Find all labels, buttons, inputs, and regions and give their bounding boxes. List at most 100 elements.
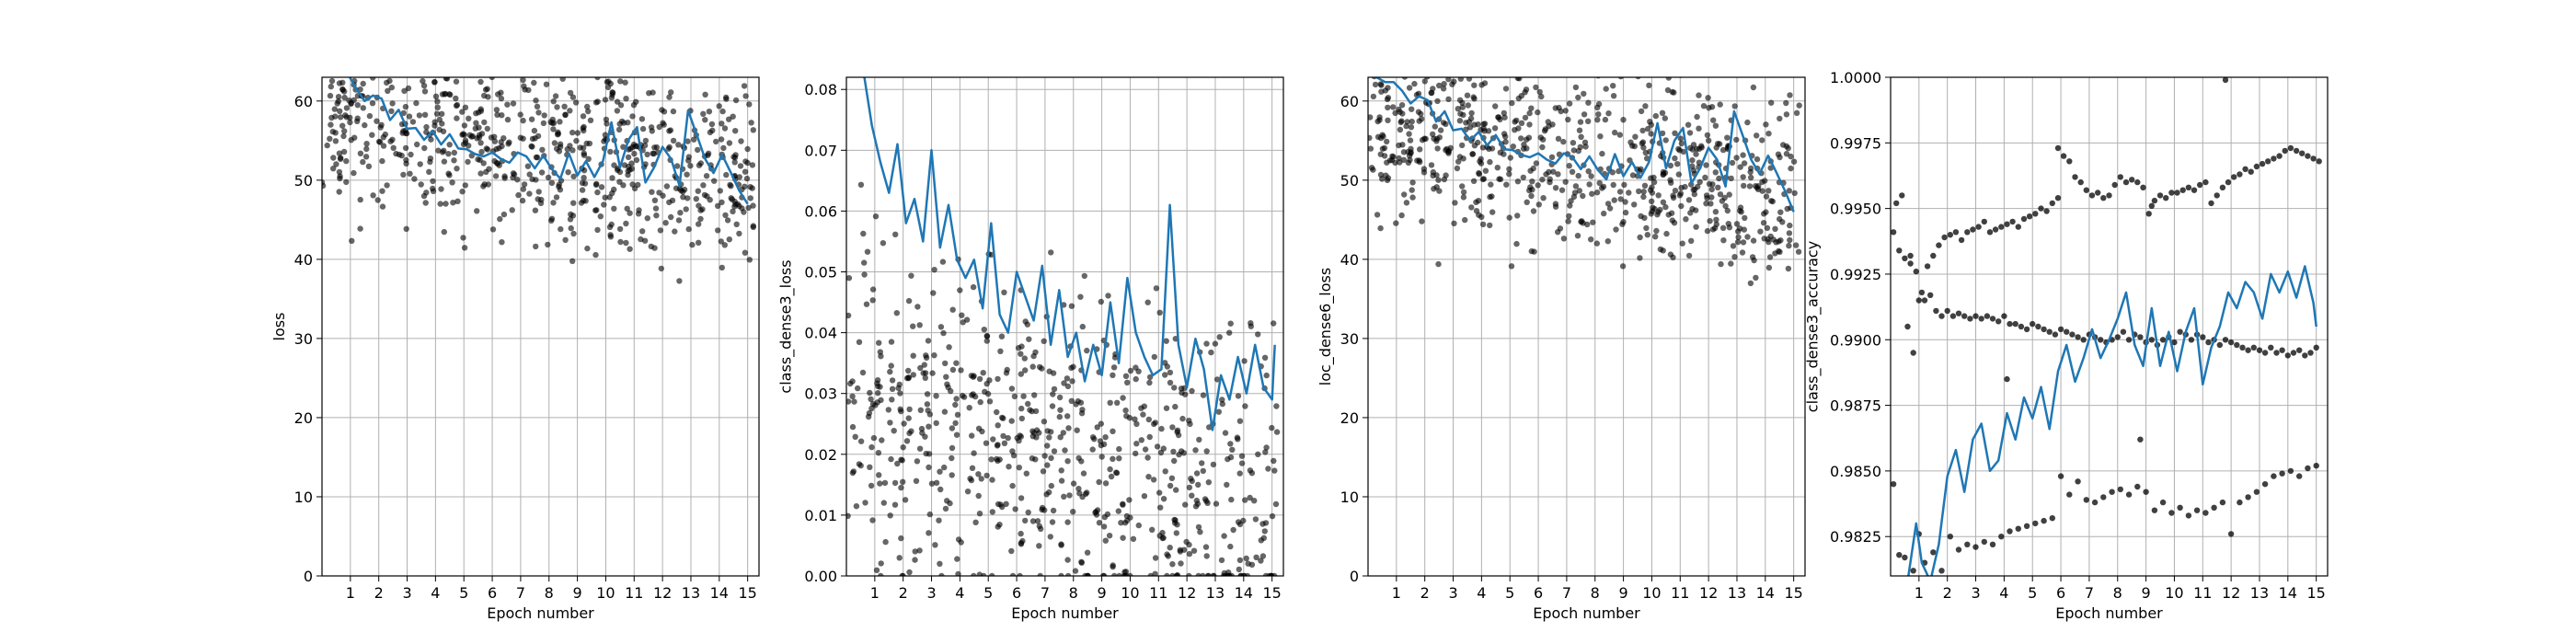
x-tick-label: 2 [1420,584,1430,602]
scatter-point [342,112,349,119]
scatter-point [680,194,686,201]
scatter-point [1530,208,1537,214]
scatter-point [562,236,569,243]
x-tick-label: 6 [1012,584,1021,602]
scatter-point [1398,118,1405,124]
scatter-point [1788,165,1794,172]
scatter-point [602,97,609,103]
scatter-point [999,414,1006,421]
scatter-point [617,78,624,85]
scatter-point [2117,486,2123,493]
scatter-point [1670,254,1676,260]
scatter-point [1566,100,1573,107]
scatter-point [2171,339,2178,346]
scatter-point [853,503,860,510]
scatter-point [1432,123,1439,130]
scatter-point [388,84,395,91]
scatter-point [2202,178,2209,186]
scatter-point [2248,168,2254,175]
scatter-point [1481,80,1489,86]
x-tick-label: 2 [1943,584,1952,602]
scatter-point [443,77,451,82]
scatter-point [1259,553,1267,559]
scatter-point [741,83,748,89]
scatter-point [1419,218,1425,224]
scatter-point [1107,466,1113,473]
scatter-point [1787,222,1793,229]
scatter-point [1200,392,1207,398]
scatter-point [1165,553,1172,559]
scatter-point [2069,331,2076,338]
scatter-point [2205,339,2212,346]
y-axis-label: loc_dense6_loss [1317,268,1335,385]
scatter-point [2046,328,2053,335]
scatter-point [1144,299,1151,305]
scatter-point [1622,209,1629,216]
scatter-point [1037,572,1043,576]
scatter-point [995,457,1001,465]
scatter-point [1640,193,1647,201]
scatter-point [1685,252,1693,259]
scatter-point [327,135,333,142]
scatter-point [1186,550,1193,558]
scatter-point [1726,191,1732,198]
scatter-point [676,278,683,284]
x-tick-label: 10 [1121,584,1139,602]
scatter-point [635,211,642,217]
scatter-point [1421,78,1429,85]
scatter-point [1077,399,1085,406]
scatter-point [663,183,671,190]
scatter-point [1650,204,1656,211]
scatter-point [733,221,740,227]
scatter-point [716,103,722,109]
scatter-point [2316,158,2322,165]
scatter-point [2148,337,2155,343]
scatter-point [1733,221,1741,227]
scatter-point [1502,139,1509,145]
scatter-point [1641,214,1648,221]
scatter-point [478,148,485,155]
scatter-point [1964,229,1971,236]
scatter-point [1552,185,1559,191]
scatter-point [887,368,893,375]
scatter-point [1637,234,1643,241]
scatter-point [938,572,945,576]
y-tick-label: 0.08 [804,81,837,98]
scatter-point [1938,568,1945,574]
scatter-point [1460,155,1466,162]
scatter-point [1713,144,1719,151]
scatter-point [423,123,430,131]
scatter-point [1603,86,1609,92]
scatter-point [1766,254,1774,260]
scatter-point [2237,171,2243,178]
scatter-point [1393,220,1399,226]
scatter-point [1123,517,1131,524]
scatter-point [1193,497,1201,504]
scatter-point [1783,143,1790,150]
scatter-point [1620,117,1627,123]
scatter-point [1135,522,1143,529]
scatter-point [1167,379,1174,386]
scatter-point [731,155,739,161]
scatter-point [465,158,471,166]
scatter-point [1400,156,1408,163]
scatter-point [587,117,594,123]
scatter-point [462,104,469,111]
scatter-point [881,479,889,487]
scatter-point [402,103,409,110]
scatter-point [1662,115,1669,121]
scatter-point [972,519,979,525]
scatter-point [1169,561,1176,568]
scatter-point [1102,434,1109,441]
scatter-point [2159,337,2167,343]
scatter-point [932,542,938,548]
scatter-point [1593,240,1601,247]
scatter-point [2023,523,2030,529]
scatter-point [1000,432,1006,440]
scatter-point [995,375,1001,383]
scatter-point [971,572,977,576]
scatter-point [677,210,684,216]
scatter-point [875,450,882,456]
